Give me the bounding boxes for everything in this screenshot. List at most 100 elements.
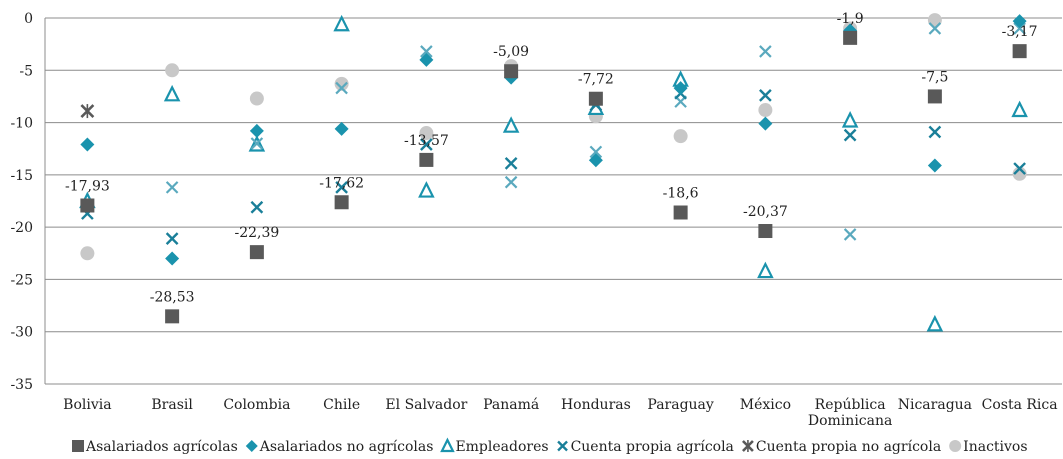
data-points [79, 13, 1028, 332]
data-point [334, 76, 349, 91]
data-point [80, 137, 95, 152]
data-point [928, 125, 942, 139]
data-point [504, 175, 518, 189]
y-tick-label: -30 [10, 325, 33, 341]
x-axis: Bolivia Brasil Colombia Chile El Salvador Pan… [63, 397, 1057, 429]
legend-marker [742, 440, 754, 452]
legend-marker [949, 440, 962, 452]
data-point [165, 232, 179, 245]
y-tick-label: -15 [10, 168, 33, 184]
data-label: -17,62 [319, 175, 364, 191]
y-tick-label: -35 [10, 377, 33, 393]
data-point [250, 200, 264, 214]
y-tick-label: 0 [24, 11, 33, 27]
data-point [419, 152, 434, 167]
data-point [841, 111, 859, 128]
data-label: -7,5 [921, 69, 948, 85]
data-point [1013, 162, 1026, 175]
data-point [1012, 44, 1027, 59]
data-point [249, 123, 264, 138]
data-point [589, 145, 603, 159]
data-point [759, 45, 772, 58]
x-tick-label: Nicaragua [898, 397, 972, 413]
legend-label: Empleadores [455, 439, 548, 455]
data-point [928, 22, 942, 35]
data-point [588, 153, 603, 168]
data-point [757, 261, 774, 279]
x-tick-label: Colombia [223, 397, 290, 413]
data-point [1011, 100, 1028, 118]
data-label: -28,53 [150, 289, 195, 305]
data-point [673, 205, 688, 220]
y-tick-label: -25 [10, 272, 33, 288]
y-tick-label: -5 [19, 63, 33, 79]
data-point [588, 91, 603, 106]
x-tick-label: México [740, 397, 791, 413]
data-label: -5,09 [493, 44, 529, 60]
x-tick-label: Brasil [151, 397, 193, 413]
x-tick-label: República Dominicana [808, 397, 892, 429]
data-point [926, 314, 944, 332]
data-point [419, 126, 434, 141]
data-label: -3,17 [1002, 24, 1038, 40]
legend-item: Cuenta propia agrícola [557, 439, 734, 455]
legend-label: Asalariados no agrícolas [259, 439, 434, 455]
data-labels: -17,93 -28,53 -22,39 -17,62 -13,57 -5,09 -7,72… [65, 11, 1038, 305]
legend-label: Cuenta propia no agrícola [756, 439, 941, 455]
data-point [927, 89, 942, 104]
legend-label: Asalariados agrícolas [85, 439, 238, 455]
data-point [250, 137, 264, 150]
data-point [758, 116, 773, 131]
legend-item: Asalariados agrícolas [72, 439, 238, 455]
data-label: -1,9 [837, 11, 864, 27]
x-tick-label: Costa Rica [982, 397, 1058, 413]
x-tick-label: El Salvador [385, 397, 467, 413]
legend-marker [72, 440, 84, 452]
data-point [1012, 14, 1027, 29]
data-point [333, 14, 350, 32]
data-point [843, 23, 858, 38]
data-point [249, 245, 264, 260]
data-point [80, 104, 95, 119]
x-tick-label: Chile [323, 397, 360, 413]
data-point [502, 116, 520, 133]
data-point [758, 224, 773, 239]
legend-item: Cuenta propia no agrícola [742, 439, 941, 455]
data-point [335, 81, 348, 95]
legend-item: Inactivos [949, 439, 1028, 455]
data-point [504, 64, 519, 79]
x-tick-label: Bolivia [63, 397, 111, 413]
data-point [335, 181, 348, 194]
data-point [249, 91, 264, 106]
y-tick-label: -10 [10, 116, 33, 132]
legend-marker [440, 437, 455, 453]
data-label: -22,39 [234, 225, 279, 241]
data-point [1012, 166, 1027, 181]
legend-label: Inactivos [963, 439, 1027, 455]
data-point [165, 63, 180, 78]
data-label: -13,57 [404, 133, 449, 149]
y-axis: 0 -5 -10 -15 -20 -25 -30 -35 [10, 11, 46, 393]
data-point [420, 138, 433, 151]
data-point [673, 81, 688, 96]
data-label: -20,37 [743, 204, 788, 220]
data-point [165, 309, 180, 324]
data-point [80, 246, 95, 261]
data-point [758, 103, 773, 118]
gridlines [45, 17, 1062, 385]
legend: Asalariados agrícolas Asalariados no agrí… [72, 437, 1028, 455]
data-point [1013, 22, 1026, 35]
x-tick-label: Panamá [483, 397, 539, 413]
x-tick-label: Paraguay [647, 397, 714, 413]
data-point [418, 181, 435, 198]
legend-item: Empleadores [440, 437, 549, 455]
legend-label: Cuenta propia agrícola [571, 439, 734, 455]
data-point [843, 30, 858, 45]
data-point [163, 84, 181, 102]
data-point [419, 52, 434, 67]
y-tick-label: -20 [10, 220, 33, 236]
data-point [504, 157, 518, 170]
data-point [843, 128, 857, 142]
data-point [927, 158, 942, 173]
